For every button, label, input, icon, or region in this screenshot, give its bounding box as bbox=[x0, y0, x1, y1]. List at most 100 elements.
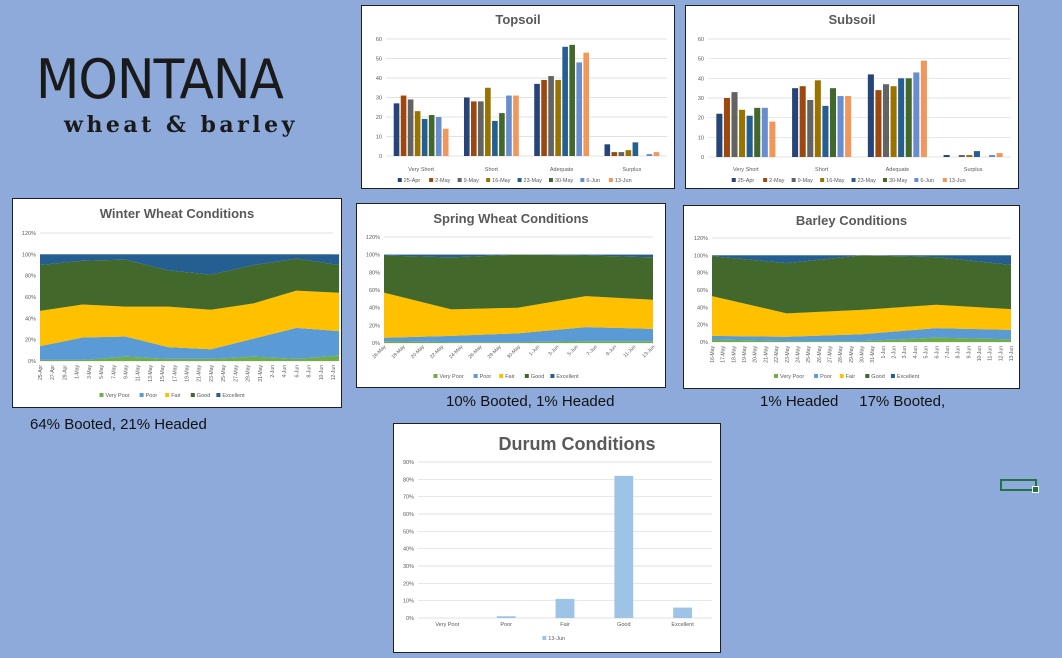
bar-short-23-May[interactable] bbox=[822, 105, 829, 157]
bar-very-short-23-May[interactable] bbox=[421, 118, 428, 156]
area-excellent[interactable] bbox=[712, 255, 1011, 265]
legend-label[interactable]: 16-May bbox=[826, 178, 845, 184]
legend-label[interactable]: 23-May bbox=[524, 178, 543, 184]
legend-label[interactable]: 13-Jun bbox=[548, 636, 565, 642]
legend-label[interactable]: 6-Jun bbox=[920, 178, 934, 184]
bar-short-13-Jun[interactable] bbox=[513, 95, 519, 156]
area-poor[interactable] bbox=[712, 328, 1011, 342]
bar-adequate-6-Jun[interactable] bbox=[913, 72, 920, 157]
bar-surplus-25-Apr[interactable] bbox=[943, 155, 950, 157]
bar-excellent-13-Jun[interactable] bbox=[673, 607, 693, 618]
bar-adequate-2-May[interactable] bbox=[875, 90, 882, 157]
area-fair[interactable] bbox=[384, 292, 653, 338]
bar-adequate-16-May[interactable] bbox=[555, 79, 561, 156]
bar-adequate-30-May[interactable] bbox=[569, 44, 575, 156]
area-poor[interactable] bbox=[384, 327, 653, 343]
legend-label[interactable]: 16-May bbox=[492, 178, 511, 184]
subsoil-chart[interactable]: Subsoil 0 10 20 30 40 50 60 Very Short Short Adeq… bbox=[685, 5, 1019, 189]
legend-label[interactable]: Good bbox=[197, 393, 210, 399]
bar-surplus-9-May[interactable] bbox=[618, 152, 625, 156]
bar-surplus-13-Jun[interactable] bbox=[996, 153, 1003, 157]
bar-short-16-May[interactable] bbox=[485, 87, 491, 156]
bar-short-25-Apr[interactable] bbox=[792, 88, 799, 157]
bar-very-short-23-May[interactable] bbox=[746, 115, 753, 157]
area-excellent[interactable] bbox=[40, 254, 340, 275]
bar-adequate-23-May[interactable] bbox=[562, 46, 568, 156]
legend-label[interactable]: Very Poor bbox=[780, 374, 804, 380]
bar-surplus-16-May[interactable] bbox=[625, 150, 632, 156]
area-very-poor[interactable] bbox=[712, 337, 1011, 342]
area-good[interactable] bbox=[40, 258, 340, 311]
bar-very-short-9-May[interactable] bbox=[407, 99, 414, 156]
bar-surplus-9-May[interactable] bbox=[958, 155, 965, 157]
bar-surplus-25-Apr[interactable] bbox=[604, 144, 611, 156]
bar-very-short-2-May[interactable] bbox=[400, 95, 407, 156]
legend-label[interactable]: Poor bbox=[480, 374, 492, 380]
bar-surplus-16-May[interactable] bbox=[966, 155, 973, 157]
bar-short-16-May[interactable] bbox=[814, 80, 821, 157]
area-fair[interactable] bbox=[712, 296, 1011, 337]
bar-very-short-25-Apr[interactable] bbox=[393, 103, 400, 156]
bar-very-short-16-May[interactable] bbox=[414, 111, 421, 156]
bar-very-short-9-May[interactable] bbox=[731, 92, 738, 157]
bar-surplus-2-May[interactable] bbox=[611, 152, 618, 156]
bar-very-short-16-May[interactable] bbox=[739, 109, 746, 157]
bar-surplus-6-Jun[interactable] bbox=[989, 155, 996, 157]
bar-adequate-6-Jun[interactable] bbox=[576, 62, 582, 156]
bar-very-short-30-May[interactable] bbox=[428, 115, 435, 156]
legend-label[interactable]: Very Poor bbox=[106, 393, 130, 399]
bar-adequate-13-Jun[interactable] bbox=[583, 52, 590, 156]
legend-label[interactable]: Good bbox=[871, 374, 884, 380]
area-poor[interactable] bbox=[40, 327, 340, 360]
legend-label[interactable]: Fair bbox=[505, 374, 515, 380]
durum-chart[interactable]: Durum Conditions 0% 10% 20% 30% 40% 50% 60% 70%… bbox=[393, 423, 721, 653]
bar-very-short-30-May[interactable] bbox=[754, 107, 761, 157]
bar-short-30-May[interactable] bbox=[829, 88, 837, 157]
bar-short-25-Apr[interactable] bbox=[463, 97, 470, 157]
barley-chart[interactable]: Barley Conditions 0% 20% 40% 60% 80% 100% 120%… bbox=[683, 205, 1020, 389]
fill-handle[interactable] bbox=[1032, 486, 1039, 493]
bar-very-short-13-Jun[interactable] bbox=[769, 121, 776, 157]
bar-short-2-May[interactable] bbox=[799, 86, 806, 157]
bar-poor-13-Jun[interactable] bbox=[496, 616, 516, 618]
legend-label[interactable]: 13-Jun bbox=[615, 178, 632, 184]
bar-adequate-23-May[interactable] bbox=[898, 78, 905, 157]
area-very-poor[interactable] bbox=[40, 355, 340, 361]
area-good[interactable] bbox=[712, 255, 1011, 314]
legend-label[interactable]: Very Poor bbox=[440, 374, 464, 380]
legend-label[interactable]: Poor bbox=[146, 393, 158, 399]
bar-short-6-Jun[interactable] bbox=[837, 96, 844, 157]
bar-adequate-13-Jun[interactable] bbox=[920, 60, 927, 158]
spring-wheat-chart[interactable]: Spring Wheat Conditions 0% 20% 40% 60% 80% 10… bbox=[356, 203, 666, 388]
bar-short-13-Jun[interactable] bbox=[845, 96, 852, 157]
bar-good-13-Jun[interactable] bbox=[614, 475, 634, 618]
legend-label[interactable]: Excellent bbox=[556, 374, 579, 380]
bar-short-6-Jun[interactable] bbox=[506, 95, 512, 156]
area-good[interactable] bbox=[384, 254, 653, 310]
bar-short-9-May[interactable] bbox=[807, 99, 814, 157]
legend-label[interactable]: 30-May bbox=[555, 178, 574, 184]
bar-adequate-9-May[interactable] bbox=[882, 84, 890, 157]
bar-adequate-25-Apr[interactable] bbox=[534, 83, 540, 156]
bar-very-short-6-Jun[interactable] bbox=[761, 107, 768, 157]
legend-label[interactable]: Fair bbox=[171, 393, 181, 399]
bar-very-short-2-May[interactable] bbox=[723, 98, 730, 157]
legend-label[interactable]: Poor bbox=[820, 374, 832, 380]
area-fair[interactable] bbox=[40, 290, 340, 350]
legend-label[interactable]: 2-May bbox=[435, 178, 451, 184]
bar-fair-13-Jun[interactable] bbox=[555, 598, 575, 618]
bar-adequate-25-Apr[interactable] bbox=[867, 74, 874, 157]
bar-very-short-13-Jun[interactable] bbox=[442, 128, 449, 156]
legend-label[interactable]: Good bbox=[531, 374, 544, 380]
legend-label[interactable]: Excellent bbox=[897, 374, 920, 380]
legend-label[interactable]: Fair bbox=[846, 374, 856, 380]
topsoil-chart[interactable]: Topsoil 0 10 20 30 40 50 60 Very Short Short Adeq… bbox=[361, 5, 675, 189]
legend-label[interactable]: 25-Apr bbox=[738, 178, 755, 184]
legend-label[interactable]: 13-Jun bbox=[949, 178, 966, 184]
bar-short-9-May[interactable] bbox=[478, 101, 484, 156]
legend-label[interactable]: 6-Jun bbox=[586, 178, 600, 184]
legend-label[interactable]: Excellent bbox=[222, 393, 245, 399]
area-excellent[interactable] bbox=[384, 254, 653, 258]
bar-adequate-2-May[interactable] bbox=[541, 79, 547, 156]
selected-cell[interactable] bbox=[1000, 479, 1039, 493]
